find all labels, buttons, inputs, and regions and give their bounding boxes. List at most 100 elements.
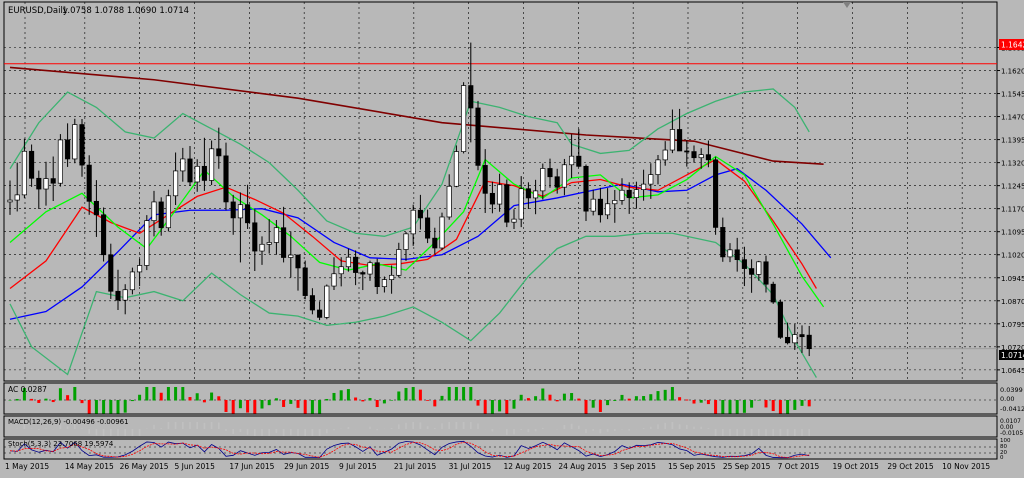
time-tick-label: 10 Nov 2015 [942,462,990,471]
subwindow-frame [3,438,998,460]
bear-candle-body [302,267,308,296]
bear-candle-body [677,129,683,152]
ac-bar [606,400,610,406]
ac-bar [166,387,170,401]
ac-bar [289,400,293,404]
bear-candle-body [417,209,423,219]
time-tick-label: 15 Sep 2015 [668,462,716,471]
bear-candle-body [720,227,726,258]
bull-candle-body [345,256,351,268]
ac-bar [714,400,718,414]
ac-bar [699,400,703,403]
bear-candle-body [489,192,495,205]
bull-candle-body [338,266,344,275]
ac-bar [325,398,329,401]
time-tick-label: 1 May 2015 [5,462,49,471]
bear-candle-body [309,295,315,311]
bear-candle-body [547,168,553,178]
bull-candle-body [756,261,762,275]
ac-bar [231,400,235,414]
bear-candle-body [374,262,380,288]
ac-bar [260,400,264,409]
ac-bar [246,400,250,413]
bull-candle-body [389,274,395,280]
time-axis: 1 May 2015 14 May 2015 26 May 2015 5 Jun 20… [5,462,990,471]
stoch-axis-0: 0 [1000,455,1004,461]
bear-candle-body [360,272,366,275]
bull-candle-body [122,289,128,301]
bull-candle-body [165,195,171,229]
time-tick-label: 17 Jun 2015 [229,462,274,471]
time-tick-label: 25 Sep 2015 [723,462,771,471]
ac-bar [685,399,689,401]
ac-bar [138,394,142,401]
bear-candle-body [115,290,121,301]
time-tick-label: 12 Aug 2015 [504,462,552,471]
ac-bar [94,400,98,414]
time-tick-label: 21 Jul 2015 [394,462,437,471]
ac-bar [332,392,336,401]
ac-bar [541,388,545,401]
ac-bar [116,400,120,414]
bull-candle-body [662,149,668,161]
ac-bar [51,400,55,403]
bull-candle-body [43,178,49,190]
ac-bar [87,400,91,414]
ac-bar [577,398,581,401]
ac-bar [224,400,228,412]
bull-candle-body [381,279,387,288]
ac-bar [310,400,314,414]
moving-average-line [9,66,824,165]
macd-histogram [16,422,811,436]
chart-shift-marker[interactable] [843,2,851,8]
time-tick-label: 14 May 2015 [65,462,114,471]
price-tick-label: 1.0870 [1001,298,1024,306]
ac-bar [37,400,41,403]
ac-bar [483,400,487,414]
bear-candle-body [317,309,323,318]
moving-average-line [9,88,810,237]
ac-bar [44,398,48,401]
bear-candle-body [734,249,740,260]
hline-price-tag [999,39,1024,50]
bear-candle-body [525,188,531,199]
ac-bar [807,400,811,407]
price-tick-label: 1.1320 [1001,160,1024,168]
stoch-axis-100: 100 [1000,438,1011,444]
ac-bar [490,400,494,414]
ac-bar [346,389,350,401]
bear-candle-body [29,150,35,179]
ac-bar [534,396,538,401]
bull-candle-body [237,204,243,219]
ac-bar [786,400,790,414]
bear-candle-body [806,334,812,350]
ac-bar [354,397,358,401]
bear-candle-body [245,204,251,224]
ac-bar [390,400,394,401]
ac-bar [282,400,286,407]
bull-candle-body [14,194,20,201]
price-tick-label: 1.0645 [1001,367,1024,375]
bull-candle-body [698,154,704,159]
ac-bar [210,392,214,401]
price-tick-label: 1.1020 [1001,252,1024,260]
bull-candle-body [144,220,150,266]
bear-candle-body [187,158,193,183]
ac-bar [318,400,322,414]
bull-candle-body [511,218,517,223]
ac-axis-zero: 0.00 [1000,395,1014,403]
ac-bar [512,400,516,409]
bull-candle-body [403,233,409,250]
ac-axis-bottom: -0.0412 [1000,405,1024,413]
ac-bar [397,391,401,401]
ac-bar [620,394,624,401]
bull-candle-body [590,198,596,212]
ac-bar [498,400,502,412]
bull-candle-body [518,188,524,220]
chart-title: EURUSD,Daily [8,6,68,16]
bear-candle-body [36,177,42,190]
ac-bar [591,400,595,408]
candles [7,42,812,357]
